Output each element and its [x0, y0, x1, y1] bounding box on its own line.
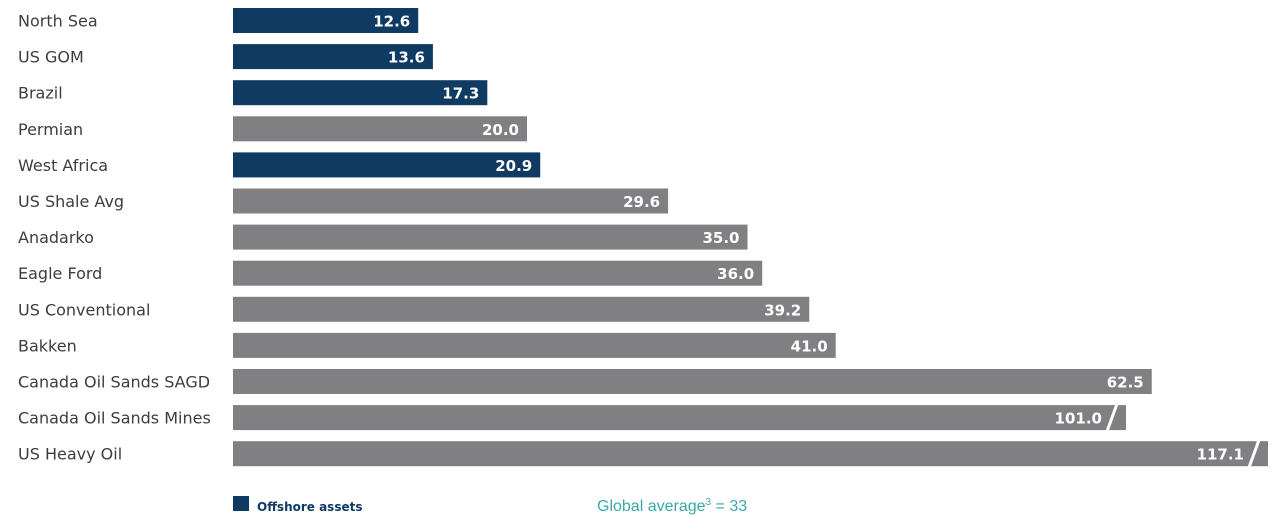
category-label-us-gom: US GOM: [18, 48, 84, 67]
category-label-us-conventional: US Conventional: [18, 300, 150, 319]
category-label-brazil: Brazil: [18, 84, 63, 103]
category-label-anadarko: Anadarko: [18, 228, 94, 247]
category-label-bakken: Bakken: [18, 336, 77, 355]
axis-break-mark-us-heavy-oil: [1246, 436, 1262, 471]
value-label-west-africa: 20.9: [495, 157, 532, 175]
value-label-us-gom: 13.6: [388, 49, 425, 67]
value-label-permian: 20.0: [482, 121, 519, 139]
bar-us-shale-avg: [233, 188, 669, 214]
value-label-us-shale-avg: 29.6: [623, 193, 660, 211]
value-label-brazil: 17.3: [442, 85, 479, 103]
bar-west-africa: [233, 152, 541, 178]
bar-canada-oil-sands-sagd: [233, 369, 1152, 394]
value-label-bakken: 41.0: [791, 337, 828, 355]
bar-us-conventional: [233, 296, 810, 322]
bar-brazil: [233, 80, 488, 106]
category-label-north-sea: North Sea: [18, 12, 98, 31]
category-label-permian: Permian: [18, 120, 83, 139]
global-average-superscript: 3: [706, 497, 712, 508]
value-label-canada-oil-sands-sagd: 62.5: [1107, 374, 1144, 392]
bar-canada-oil-sands-mines: [233, 405, 1126, 431]
bar-permian: [233, 116, 527, 142]
bar-us-heavy-oil: [233, 441, 1268, 467]
value-label-us-heavy-oil: 117.1: [1197, 446, 1244, 464]
value-label-eagle-ford: 36.0: [717, 265, 754, 283]
bars-layer: 12.6 13.6 17.320.0 20.9 29.6 35.0 36.0 39.2 41.0…: [233, 8, 1268, 471]
category-label-canada-oil-sands-mines: Canada Oil Sands Mines: [18, 409, 211, 428]
value-label-north-sea: 12.6: [373, 13, 410, 31]
bar-north-sea: [233, 8, 419, 33]
value-label-anadarko: 35.0: [702, 229, 739, 247]
value-label-us-conventional: 39.2: [764, 301, 801, 319]
legend-label-offshore: Offshore assets: [257, 500, 363, 514]
bar-anadarko: [233, 224, 748, 250]
category-labels-layer: North Sea US GOM Brazil Permian West Africa U…: [18, 12, 211, 464]
category-label-us-shale-avg: US Shale Avg: [18, 192, 124, 211]
value-label-canada-oil-sands-mines: 101.0: [1055, 410, 1102, 428]
category-label-us-heavy-oil: US Heavy Oil: [18, 445, 122, 464]
global-average-suffix: = 33: [711, 498, 747, 515]
bar-bakken: [233, 332, 836, 358]
bar-eagle-ford: [233, 260, 763, 286]
bar-us-gom: [233, 44, 433, 70]
legend: Offshore assets: [233, 496, 363, 514]
axis-break-mark-canada-oil-sands-mines: [1104, 400, 1120, 435]
category-label-west-africa: West Africa: [18, 156, 108, 175]
global-average-prefix: Global average: [597, 498, 706, 515]
global-average-annotation: Global average3 = 33: [597, 497, 747, 515]
category-label-canada-oil-sands-sagd: Canada Oil Sands SAGD: [18, 373, 210, 392]
legend-swatch-offshore: [233, 496, 249, 511]
category-label-eagle-ford: Eagle Ford: [18, 264, 102, 283]
